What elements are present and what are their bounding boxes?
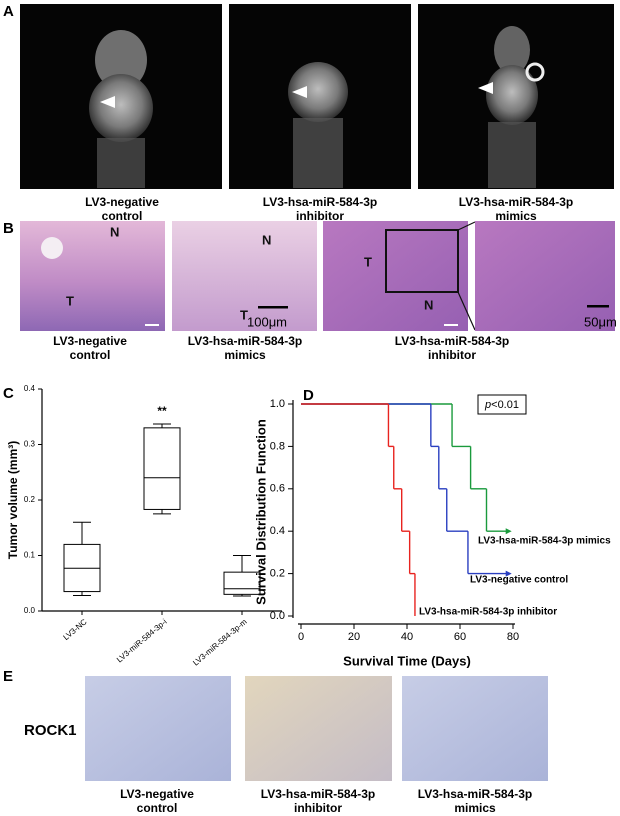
scale-bar-label: 50μm	[584, 314, 617, 329]
caption: LV3-hsa-miR-584-3p	[395, 334, 509, 348]
caption: LV3-hsa-miR-584-3p	[263, 195, 377, 209]
caption: LV3-hsa-miR-584-3p	[418, 787, 532, 801]
y-tick-label: 0.8	[270, 440, 285, 452]
x-tick-label: 0	[298, 631, 304, 643]
ihc-image	[245, 676, 392, 781]
series-label: LV3-negative control	[470, 575, 568, 586]
caption: LV3-negative	[85, 195, 159, 209]
caption: control	[137, 801, 178, 815]
caption: control	[102, 209, 143, 223]
caption: mimics	[454, 801, 496, 815]
image-label: T	[66, 293, 74, 308]
stain-label: ROCK1	[24, 722, 77, 739]
image-label: N	[262, 232, 271, 247]
caption: mimics	[224, 348, 266, 362]
mri-image	[418, 4, 614, 189]
image-label: N	[424, 297, 433, 312]
mri-image	[229, 4, 411, 189]
y-tick-label: 0.4	[270, 525, 285, 537]
y-tick-label: 0.4	[24, 384, 36, 393]
y-tick-label: 0.2	[24, 495, 36, 504]
histology-image	[475, 221, 615, 331]
series-label: LV3-hsa-miR-584-3p inhibitor	[419, 607, 557, 618]
annotation-box	[477, 394, 527, 415]
caption: mimics	[495, 209, 537, 223]
scale-bar-label: 100μm	[247, 314, 287, 329]
ihc-image	[402, 676, 548, 781]
y-tick-label: 0.1	[24, 551, 36, 560]
x-tick-label: LV3-miR-584-3p-i	[115, 617, 169, 664]
y-axis-label: Survival Distribution Function	[253, 419, 268, 605]
significance: **	[157, 404, 167, 418]
annotation-italic: p	[484, 399, 491, 411]
caption: inhibitor	[296, 209, 344, 223]
censor-arrow	[505, 570, 512, 577]
caption: LV3-hsa-miR-584-3p	[459, 195, 573, 209]
y-axis-label: Tumor volume (mm³)	[6, 441, 20, 559]
mri-image	[20, 4, 222, 189]
caption: LV3-negative	[53, 334, 127, 348]
y-tick-label: 0.0	[270, 610, 285, 622]
y-tick-label: 0.0	[24, 606, 36, 615]
histology-image	[323, 221, 476, 331]
caption: inhibitor	[428, 348, 476, 362]
panel-label: E	[3, 668, 13, 685]
box	[143, 427, 181, 510]
x-tick-label: LV3-miR-584-3p-m	[191, 617, 249, 667]
caption: control	[70, 348, 111, 362]
x-tick-label: 60	[454, 631, 466, 643]
image-label: N	[110, 224, 119, 239]
histology-image	[172, 221, 317, 331]
x-tick-label: 20	[348, 631, 360, 643]
y-tick-label: 0.3	[24, 440, 36, 449]
caption: LV3-hsa-miR-584-3p	[261, 787, 375, 801]
ihc-image	[85, 676, 231, 781]
image-label: T	[364, 254, 372, 269]
x-axis-label: Survival Time (Days)	[343, 653, 471, 668]
panel-label: B	[3, 220, 14, 237]
x-tick-label: 40	[401, 631, 413, 643]
x-tick-label: LV3-NC	[62, 617, 89, 642]
annotation-text: <0.01	[491, 399, 519, 411]
histology-image	[20, 221, 165, 331]
series-label: LV3-hsa-miR-584-3p mimics	[478, 536, 611, 547]
caption: inhibitor	[294, 801, 342, 815]
image-label: T	[240, 307, 248, 322]
y-tick-label: 0.2	[270, 568, 285, 580]
censor-arrow	[505, 528, 512, 535]
box	[223, 571, 261, 595]
caption: LV3-hsa-miR-584-3p	[188, 334, 302, 348]
panel-label: C	[3, 385, 14, 402]
caption: LV3-negative	[120, 787, 194, 801]
panel-label: D	[303, 387, 314, 404]
y-tick-label: 1.0	[270, 398, 285, 410]
annotation: p<0.01	[484, 399, 519, 411]
y-tick-label: 0.6	[270, 483, 285, 495]
x-tick-label: 80	[507, 631, 519, 643]
panel-label: A	[3, 3, 14, 20]
